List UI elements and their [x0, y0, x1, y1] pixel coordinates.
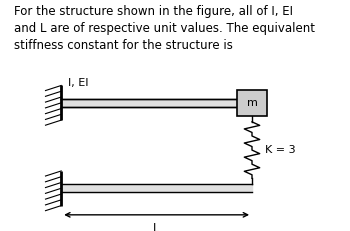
Text: K = 3: K = 3	[265, 145, 295, 155]
Text: For the structure shown in the figure, all of I, EI
and L are of respective unit: For the structure shown in the figure, a…	[14, 5, 315, 52]
Text: m: m	[246, 98, 258, 108]
Bar	[237, 89, 267, 116]
Text: L: L	[153, 222, 160, 231]
Text: I, EI: I, EI	[68, 78, 89, 88]
